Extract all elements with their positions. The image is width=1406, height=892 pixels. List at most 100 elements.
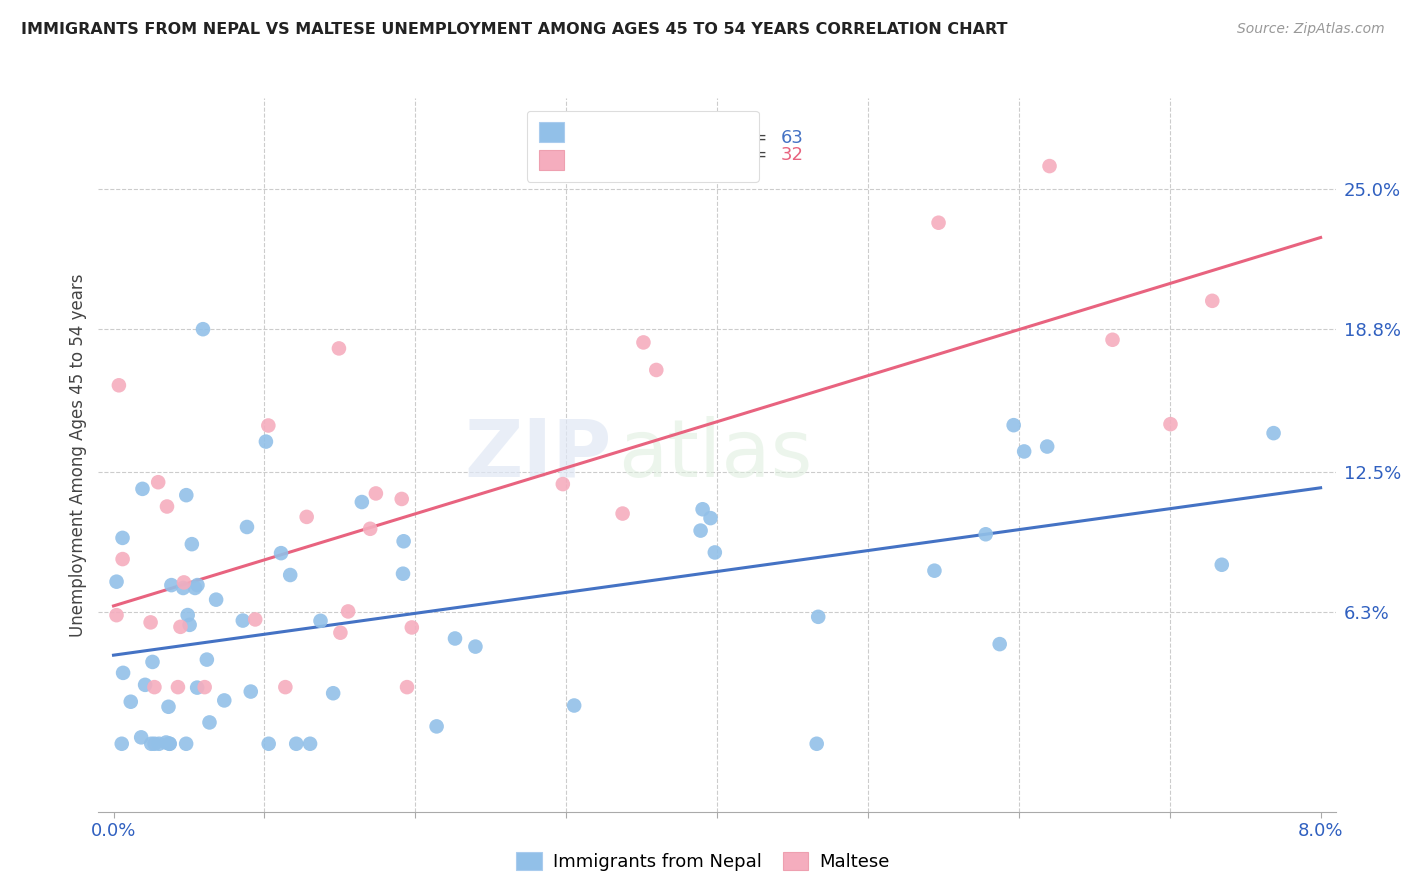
Point <box>274 680 297 694</box>
Point <box>1036 440 1059 454</box>
Point <box>143 737 166 751</box>
Point <box>444 632 467 646</box>
Point <box>159 737 181 751</box>
Text: N =: N = <box>734 146 773 164</box>
Point <box>148 475 170 490</box>
Point <box>156 500 179 514</box>
Point <box>395 680 418 694</box>
Text: Source: ZipAtlas.com: Source: ZipAtlas.com <box>1237 22 1385 37</box>
Point <box>299 737 322 751</box>
Point <box>350 495 373 509</box>
Point <box>112 665 135 680</box>
Point <box>612 507 634 521</box>
Text: 32: 32 <box>780 146 803 164</box>
Point <box>692 502 714 516</box>
Text: IMMIGRANTS FROM NEPAL VS MALTESE UNEMPLOYMENT AMONG AGES 45 TO 54 YEARS CORRELAT: IMMIGRANTS FROM NEPAL VS MALTESE UNEMPLO… <box>21 22 1008 37</box>
Point <box>105 574 128 589</box>
Point <box>703 545 725 559</box>
Point <box>1012 444 1035 458</box>
Point <box>176 608 198 623</box>
Point <box>699 511 721 525</box>
Point <box>174 737 197 751</box>
Point <box>401 620 423 634</box>
Point <box>169 620 191 634</box>
Point <box>270 546 292 560</box>
Point <box>1002 418 1025 433</box>
Point <box>160 578 183 592</box>
Point <box>551 477 574 491</box>
Point <box>236 520 259 534</box>
Point <box>111 552 134 566</box>
Point <box>309 614 332 628</box>
Text: N =: N = <box>734 128 773 147</box>
Point <box>562 698 585 713</box>
Point <box>1211 558 1233 572</box>
Point <box>239 684 262 698</box>
Point <box>131 482 153 496</box>
Point <box>806 737 828 751</box>
Point <box>186 578 208 592</box>
Text: R =: R = <box>620 128 658 147</box>
Text: 63: 63 <box>780 128 803 147</box>
Point <box>285 737 308 751</box>
Legend:                               ,                               : , <box>527 111 759 182</box>
Point <box>464 640 486 654</box>
Point <box>988 637 1011 651</box>
Point <box>141 737 163 751</box>
Point <box>337 604 360 618</box>
Point <box>359 522 381 536</box>
Point <box>392 566 415 581</box>
Point <box>645 363 668 377</box>
Point <box>924 564 946 578</box>
Point <box>157 737 180 751</box>
Point <box>807 609 830 624</box>
Point <box>391 491 413 506</box>
Point <box>257 418 280 433</box>
Point <box>155 735 177 749</box>
Point <box>245 612 267 626</box>
Point <box>195 652 218 666</box>
Point <box>105 608 128 623</box>
Point <box>1201 293 1223 308</box>
Point <box>364 486 387 500</box>
Point <box>257 737 280 751</box>
Point <box>205 592 228 607</box>
Point <box>278 568 301 582</box>
Legend: Immigrants from Nepal, Maltese: Immigrants from Nepal, Maltese <box>509 845 897 879</box>
Text: 0.518: 0.518 <box>666 146 718 164</box>
Point <box>295 509 318 524</box>
Point <box>186 681 208 695</box>
Point <box>111 737 134 751</box>
Point <box>633 335 655 350</box>
Text: 0.387: 0.387 <box>666 128 718 147</box>
Point <box>194 680 217 694</box>
Point <box>172 581 194 595</box>
Point <box>1159 417 1181 431</box>
Point <box>157 699 180 714</box>
Point <box>111 531 134 545</box>
Point <box>141 655 163 669</box>
Point <box>974 527 997 541</box>
Point <box>1101 333 1123 347</box>
Point <box>426 719 449 733</box>
Point <box>191 322 214 336</box>
Point <box>129 731 152 745</box>
Point <box>328 342 350 356</box>
Text: ZIP: ZIP <box>464 416 612 494</box>
Point <box>139 615 162 630</box>
Point <box>232 614 254 628</box>
Point <box>1263 426 1285 441</box>
Point <box>180 537 202 551</box>
Point <box>322 686 344 700</box>
Point <box>173 575 195 590</box>
Point <box>108 378 131 392</box>
Point <box>329 625 352 640</box>
Point <box>1038 159 1060 173</box>
Point <box>167 680 190 694</box>
Point <box>179 618 201 632</box>
Point <box>148 737 170 751</box>
Point <box>120 695 142 709</box>
Point <box>143 680 166 694</box>
Point <box>392 534 415 549</box>
Point <box>176 488 198 502</box>
